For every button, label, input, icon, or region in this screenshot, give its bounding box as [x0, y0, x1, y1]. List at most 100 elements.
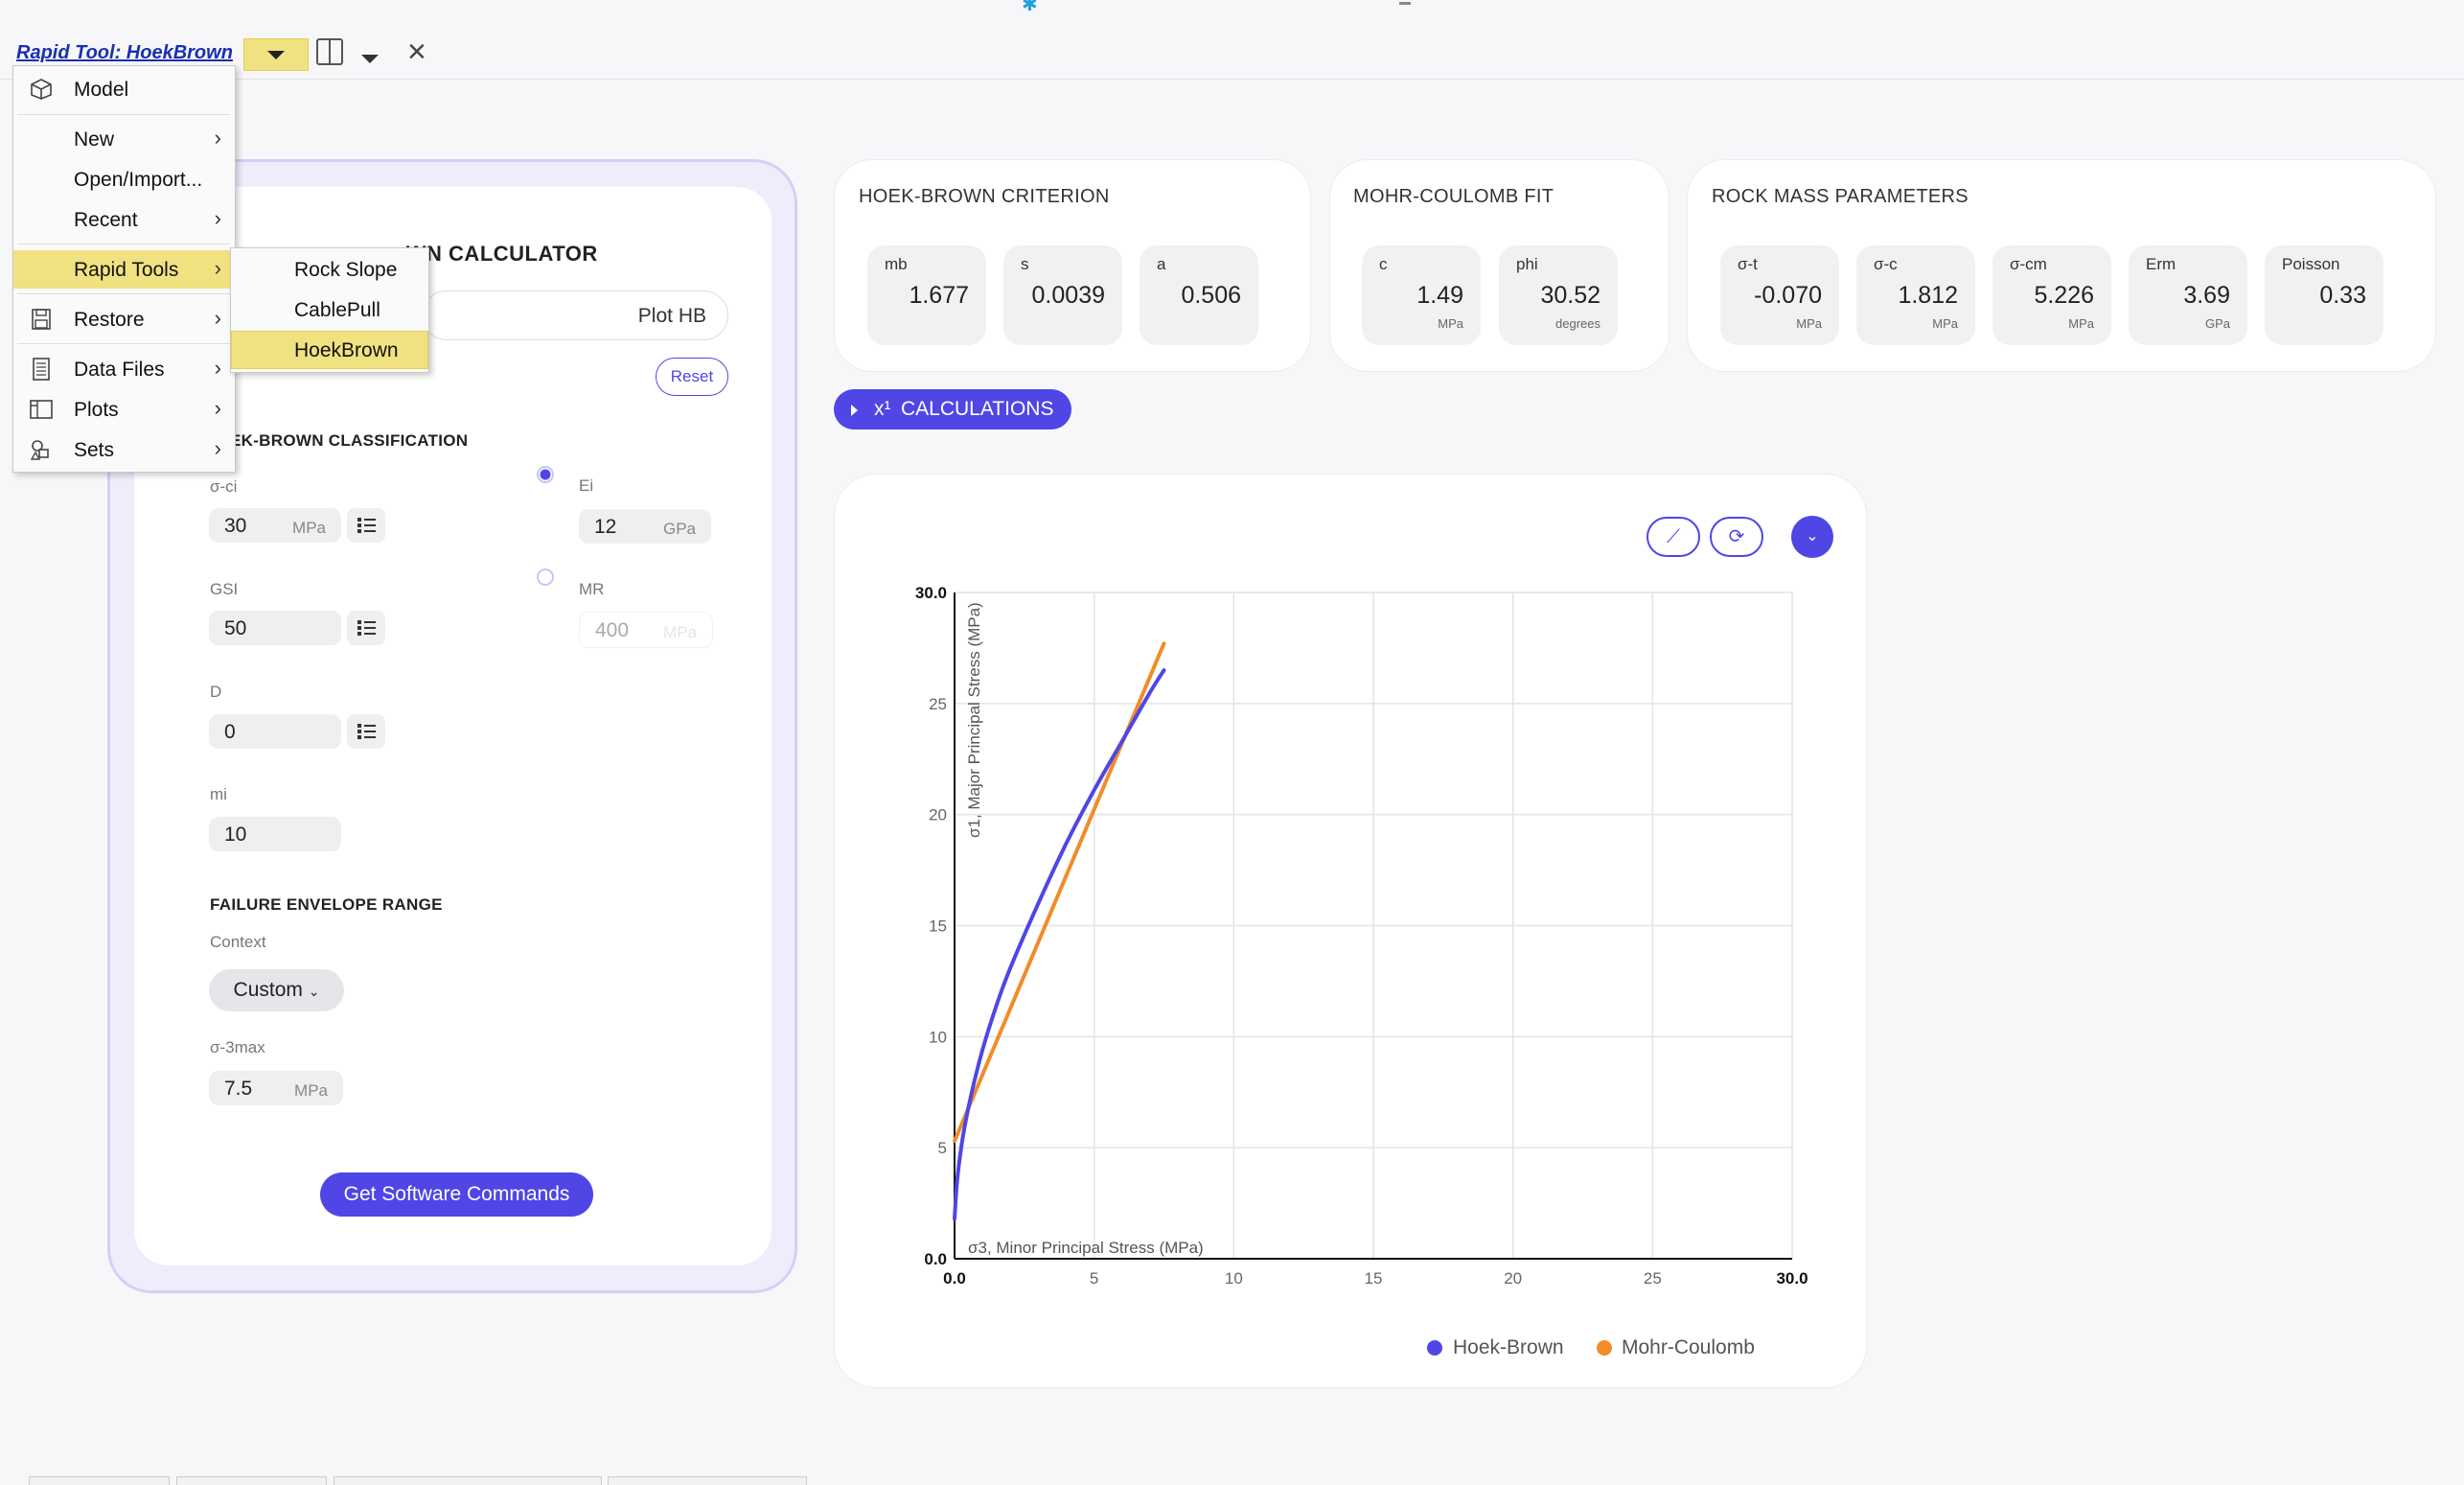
x-tick-label: 10	[1225, 1269, 1243, 1288]
window-control-icon[interactable]	[1399, 0, 1411, 5]
sigma-ci-list-icon[interactable]	[347, 508, 385, 543]
ei-radio[interactable]	[537, 466, 554, 483]
sigma3max-input[interactable]: 7.5 MPa	[209, 1071, 343, 1105]
context-value: Custom	[233, 979, 303, 1001]
reset-button[interactable]: Reset	[656, 358, 728, 396]
envelope-heading: FAILURE ENVELOPE RANGE	[210, 895, 443, 914]
hoek-brown-series-line	[953, 668, 1166, 1221]
layout-dropdown-icon[interactable]	[361, 55, 379, 63]
context-dropdown[interactable]: Custom ⌄	[209, 969, 344, 1011]
chevron-right-icon: ›	[214, 126, 221, 150]
sigma-t-cell: σ-t -0.070 MPa	[1720, 245, 1839, 345]
sigma-c-cell: σ-c 1.812 MPa	[1856, 245, 1975, 345]
menu-item-sets[interactable]: Sets ›	[13, 430, 235, 469]
mb-cell: mb 1.677	[867, 245, 986, 345]
chevron-down-icon	[267, 51, 285, 59]
sigma-cm-cell: σ-cm 5.226 MPa	[1992, 245, 2111, 345]
submenu-item-cablepull[interactable]: CablePull	[294, 299, 380, 321]
chevron-right-icon: ›	[214, 356, 221, 380]
submenu-item-hoekbrown[interactable]: HoekBrown	[231, 331, 428, 369]
split-view-icon[interactable]	[316, 38, 343, 65]
plot-select-value: Plot HB	[637, 305, 706, 327]
chart-type-icon[interactable]: ⟋	[1647, 517, 1700, 557]
d-input[interactable]: 0	[209, 714, 341, 749]
menu-item-new[interactable]: New ›	[74, 126, 221, 151]
cube-icon	[31, 79, 52, 100]
chevron-right-icon: ›	[214, 256, 221, 280]
bottom-tab[interactable]	[608, 1476, 807, 1485]
bottom-tab[interactable]	[334, 1476, 602, 1485]
menu-item-restore[interactable]: Restore ›	[13, 300, 235, 338]
y-tick-label: 10	[929, 1028, 947, 1046]
y-tick-label: 15	[929, 917, 947, 936]
toolbar	[0, 0, 2464, 80]
legend-mohr-coulomb-swatch	[1597, 1340, 1612, 1356]
submenu-item-rock-slope[interactable]: Rock Slope	[294, 259, 398, 281]
mohr-coulomb-series-line	[953, 641, 1166, 1144]
classification-heading: EK-BROWN CLASSIFICATION	[230, 431, 469, 450]
y-tick-label: 5	[938, 1139, 947, 1157]
x-tick-label: 0.0	[943, 1269, 966, 1288]
d-label: D	[210, 683, 222, 701]
gsi-label: GSI	[210, 580, 239, 598]
floppy-disk-icon	[32, 309, 51, 330]
bottom-tab[interactable]	[29, 1476, 170, 1485]
mr-radio[interactable]	[537, 568, 554, 586]
x-tick-label: 20	[1504, 1269, 1522, 1288]
app-logo-icon: ✱	[1022, 0, 1047, 15]
chevron-down-icon: ⌄	[1806, 528, 1819, 545]
legend-hoek-brown-swatch	[1427, 1340, 1442, 1356]
legend-hoek-brown-label[interactable]: Hoek-Brown	[1453, 1336, 1564, 1358]
close-icon[interactable]: ×	[407, 34, 426, 70]
menu-item-data-files[interactable]: Data Files ›	[13, 350, 235, 388]
menu-item-recent[interactable]: Recent ›	[74, 206, 221, 231]
x-tick-label: 25	[1644, 1269, 1662, 1288]
chevron-right-icon: ›	[214, 396, 221, 420]
erm-cell: Erm 3.69 GPa	[2129, 245, 2247, 345]
chart-options-dropdown[interactable]: ⌄	[1791, 516, 1833, 558]
ei-label: Ei	[579, 476, 594, 495]
plot-select[interactable]: Plot HB	[422, 290, 728, 340]
main-menu-dropdown-button[interactable]	[243, 38, 309, 71]
y-tick-label: 20	[929, 806, 947, 824]
mr-label: MR	[579, 580, 605, 598]
mi-label: mi	[210, 785, 227, 803]
y-tick-label: 25	[929, 695, 947, 713]
x-tick-label: 5	[1090, 1269, 1098, 1288]
legend-mohr-coulomb-label[interactable]: Mohr-Coulomb	[1622, 1336, 1755, 1358]
bottom-tab[interactable]	[176, 1476, 327, 1485]
chart-card	[834, 474, 1867, 1388]
menu-item-rapid-tools[interactable]: Rapid Tools ›	[13, 250, 235, 289]
document-icon	[33, 358, 50, 381]
x-tick-label: 30.0	[1776, 1269, 1808, 1288]
calculator-title: HOEK-BROWN CALCULATOR	[405, 242, 598, 266]
menu-item-model[interactable]: Model	[13, 70, 235, 108]
c-cell: c 1.49 MPa	[1362, 245, 1481, 345]
gsi-input[interactable]: 50	[209, 611, 341, 645]
menu-item-open-import[interactable]: Open/Import...	[74, 169, 203, 191]
mr-input[interactable]: 400 MPa	[579, 612, 713, 648]
menu-item-plots[interactable]: Plots ›	[13, 390, 235, 429]
chevron-down-icon: ⌄	[308, 984, 320, 999]
mi-input[interactable]: 10	[209, 817, 341, 851]
s-cell: s 0.0039	[1003, 245, 1122, 345]
hoek-brown-title: HOEK-BROWN CRITERION	[859, 186, 1110, 207]
sigma3max-label: σ-3max	[210, 1038, 265, 1056]
d-list-icon[interactable]	[347, 714, 385, 749]
get-software-commands-button[interactable]: Get Software Commands	[320, 1172, 593, 1217]
chevron-right-icon: ›	[214, 206, 221, 230]
rapid-tools-submenu: Rock Slope CablePull HoekBrown	[230, 247, 429, 373]
phi-cell: phi 30.52 degrees	[1499, 245, 1618, 345]
rapid-tool-title-link[interactable]: Rapid Tool: HoekBrown	[16, 42, 233, 63]
sigma-ci-input[interactable]: 30 MPa	[209, 508, 341, 543]
calculations-toggle-button[interactable]: x¹ CALCULATIONS	[834, 389, 1071, 429]
a-cell: a 0.506	[1140, 245, 1258, 345]
poisson-cell: Poisson 0.33	[2265, 245, 2383, 345]
x-tick-label: 15	[1365, 1269, 1383, 1288]
chevron-right-icon: ›	[214, 306, 221, 330]
gsi-list-icon[interactable]	[347, 611, 385, 645]
mohr-coulomb-title: MOHR-COULOMB FIT	[1353, 186, 1554, 207]
y-tick-label: 0.0	[924, 1250, 947, 1268]
refresh-icon[interactable]: ⟳	[1710, 517, 1763, 557]
ei-input[interactable]: 12 GPa	[579, 509, 711, 544]
